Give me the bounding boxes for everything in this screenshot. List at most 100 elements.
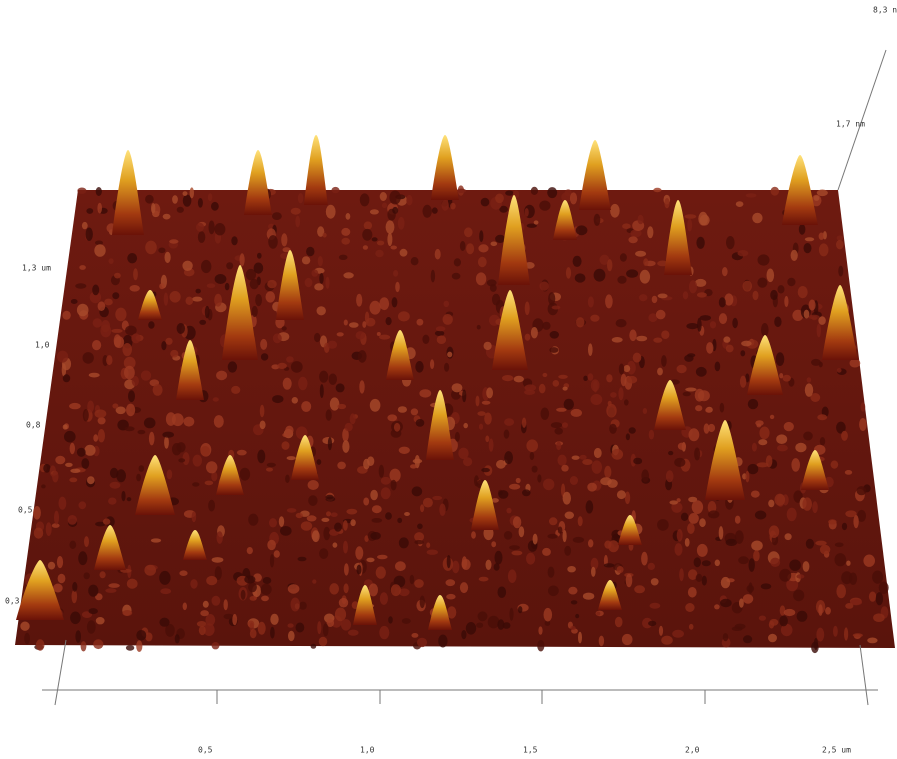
texture-grain: [342, 428, 349, 442]
texture-grain: [232, 613, 238, 626]
texture-grain: [65, 462, 73, 467]
texture-grain: [125, 325, 137, 336]
texture-grain: [325, 496, 336, 502]
texture-grain: [108, 258, 114, 264]
texture-grain: [92, 318, 103, 328]
texture-grain: [338, 597, 349, 608]
texture-grain: [336, 332, 344, 337]
texture-grain: [745, 193, 757, 198]
texture-grain: [127, 253, 138, 264]
x-label: 2,0: [685, 746, 700, 755]
texture-grain: [451, 383, 463, 393]
texture-grain: [253, 262, 264, 274]
texture-grain: [376, 240, 385, 246]
texture-grain: [265, 291, 276, 303]
texture-grain: [641, 469, 649, 483]
texture-grain: [182, 194, 192, 207]
texture-grain: [277, 362, 287, 369]
texture-grain: [604, 465, 612, 479]
texture-grain: [53, 583, 63, 593]
texture-grain: [459, 241, 466, 251]
texture-grain: [202, 600, 209, 608]
peak: [244, 150, 272, 215]
texture-grain: [239, 253, 245, 267]
texture-grain: [676, 498, 681, 503]
texture-grain: [249, 278, 259, 290]
texture-grain: [647, 226, 654, 239]
texture-grain: [653, 337, 663, 343]
texture-grain: [206, 461, 218, 474]
texture-grain: [776, 434, 788, 445]
texture-grain: [321, 517, 330, 523]
texture-grain: [786, 507, 797, 522]
texture-grain: [682, 291, 689, 300]
texture-grain: [875, 592, 884, 606]
texture-grain: [182, 191, 188, 197]
peak: [16, 560, 64, 620]
texture-grain: [226, 262, 234, 270]
texture-grain: [701, 560, 711, 567]
texture-grain: [434, 248, 441, 260]
texture-grain: [290, 597, 300, 612]
texture-grain: [570, 626, 576, 630]
corner-line: [859, 644, 869, 706]
texture-grain: [747, 463, 759, 475]
texture-grain: [295, 512, 303, 519]
texture-grain: [20, 621, 30, 631]
texture-grain: [803, 431, 813, 441]
texture-grain: [651, 295, 658, 304]
texture-grain: [797, 286, 808, 299]
texture-grain: [805, 538, 815, 549]
texture-grain: [344, 563, 349, 576]
texture-grain: [378, 464, 385, 478]
texture-grain: [518, 526, 525, 538]
texture-grain: [286, 456, 296, 461]
texture-grain: [852, 633, 863, 638]
texture-grain: [101, 320, 111, 333]
texture-grain: [697, 317, 702, 332]
texture-grain: [569, 192, 578, 205]
texture-grain: [95, 521, 106, 527]
texture-grain: [720, 598, 732, 608]
texture-grain: [600, 477, 612, 486]
texture-grain: [608, 540, 619, 553]
texture-grain: [741, 340, 752, 347]
texture-grain: [212, 397, 219, 402]
texture-grain: [451, 272, 461, 280]
texture-grain: [834, 553, 847, 567]
texture-grain: [35, 639, 45, 651]
texture-grain: [33, 527, 44, 539]
texture-grain: [649, 602, 661, 609]
texture-grain: [362, 321, 367, 328]
texture-grain: [464, 227, 473, 238]
texture-grain: [94, 244, 106, 257]
texture-grain: [380, 487, 391, 500]
surface-peaks: [16, 135, 858, 630]
texture-grain: [561, 464, 569, 472]
texture-grain: [198, 625, 206, 636]
texture-grain: [688, 623, 694, 630]
texture-grain: [588, 343, 593, 357]
texture-grain: [47, 561, 56, 570]
texture-grain: [213, 415, 224, 428]
texture-grain: [165, 412, 176, 426]
texture-grain: [653, 187, 662, 193]
texture-grain: [140, 370, 152, 381]
texture-grain: [75, 283, 87, 289]
texture-grain: [599, 254, 610, 265]
texture-grain: [611, 448, 624, 460]
texture-grain: [244, 575, 256, 584]
texture-grain: [742, 280, 753, 292]
texture-grain: [792, 309, 804, 321]
texture-grain: [524, 389, 536, 395]
texture-grain: [793, 589, 805, 602]
texture-grain: [267, 279, 277, 289]
texture-grain: [790, 249, 798, 261]
texture-grain: [357, 350, 367, 363]
texture-grain: [616, 566, 624, 574]
texture-grain: [342, 440, 350, 453]
texture-grain: [41, 484, 46, 489]
texture-grain: [327, 340, 338, 349]
texture-grain: [338, 254, 348, 260]
